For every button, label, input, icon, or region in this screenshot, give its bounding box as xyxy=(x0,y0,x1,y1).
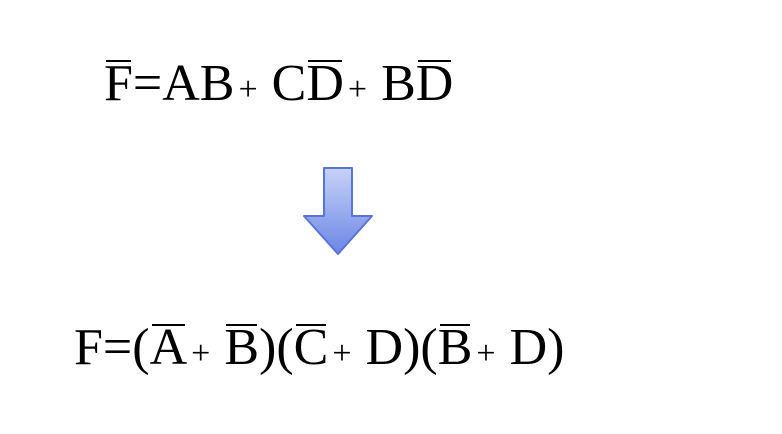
eq-bot-plus-2: + xyxy=(332,335,352,372)
eq-top-term-3: C xyxy=(271,55,307,112)
eq-bot-term-2: A xyxy=(149,319,188,376)
eq-bot-plus-1: + xyxy=(191,335,211,372)
eq-top-term-5: B xyxy=(381,55,416,112)
down-arrow-shape xyxy=(303,167,373,255)
eq-top-term-6: D xyxy=(415,55,454,112)
eq-top-term-4: D xyxy=(306,55,344,112)
eq-bot-term-3: B xyxy=(224,319,259,376)
eq-bot-term-7: B xyxy=(437,319,473,376)
eq-top-plus-2: + xyxy=(347,71,368,108)
eq-bot-term-4: )( xyxy=(259,319,294,376)
eq-bot-term-8: D) xyxy=(509,319,565,376)
equation-f-pos: F=(A + B)(C + D)(B + D) xyxy=(74,322,564,374)
equation-f-complement: F=AB + CD + BD xyxy=(104,58,453,110)
eq-bot-term-5: C xyxy=(293,319,329,376)
eq-top-term-1: F xyxy=(104,55,133,112)
eq-bot-term-6: D)( xyxy=(365,319,438,376)
eq-bot-plus-3: + xyxy=(476,335,496,372)
down-arrow-svg xyxy=(303,167,373,255)
eq-top-plus-1: + xyxy=(238,71,258,108)
eq-bot-term-1: F=( xyxy=(74,319,150,376)
down-arrow-icon xyxy=(300,166,376,258)
eq-top-term-2: =AB xyxy=(132,55,235,112)
